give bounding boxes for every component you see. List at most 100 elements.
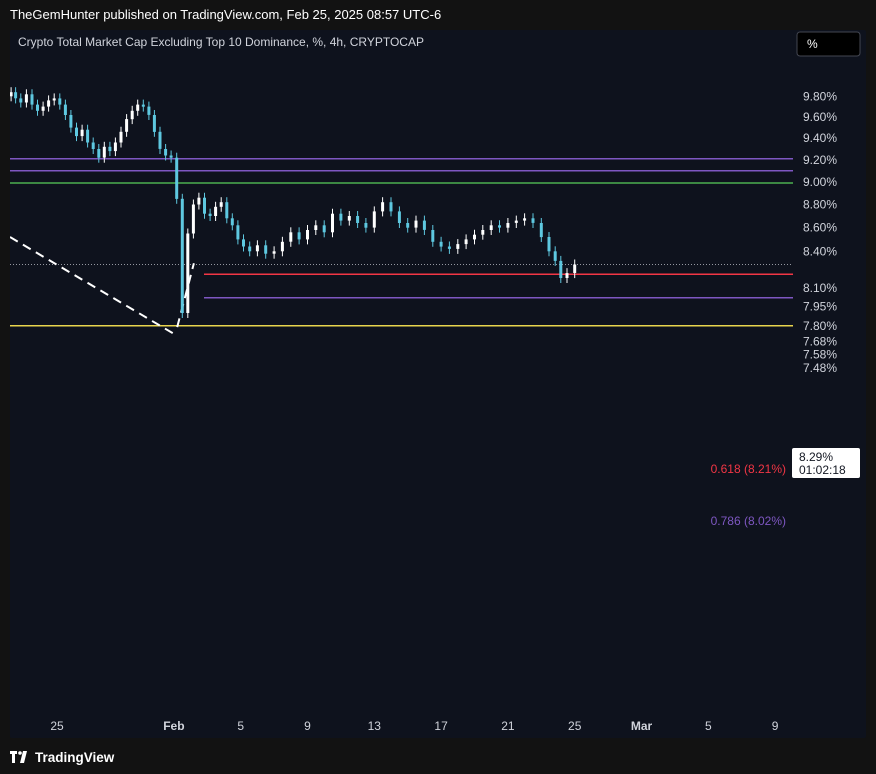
candle-body[interactable] — [573, 264, 577, 274]
candle-body[interactable] — [565, 273, 569, 278]
dashed-trend-line[interactable] — [176, 263, 195, 328]
candle-body[interactable] — [272, 251, 276, 254]
candle-body[interactable] — [24, 94, 28, 103]
candle-body[interactable] — [464, 239, 468, 245]
price-tick-label: 7.58% — [803, 348, 837, 362]
candle-body[interactable] — [36, 104, 39, 111]
candle-body[interactable] — [381, 202, 385, 212]
candle-body[interactable] — [531, 218, 535, 223]
candle-body[interactable] — [523, 218, 527, 221]
candle-body[interactable] — [19, 98, 23, 103]
price-tick-label: 7.68% — [803, 334, 837, 348]
price-tick-label: 9.80% — [803, 89, 837, 103]
candle-body[interactable] — [553, 251, 557, 261]
candle-body[interactable] — [219, 202, 223, 207]
candle-body[interactable] — [86, 129, 90, 143]
candle-body[interactable] — [314, 225, 318, 230]
candle-body[interactable] — [397, 211, 401, 223]
candle-body[interactable] — [203, 197, 206, 214]
candle-body[interactable] — [322, 225, 326, 233]
bar-countdown: 01:02:18 — [799, 463, 846, 477]
candle-body[interactable] — [431, 230, 435, 242]
candle-body[interactable] — [108, 146, 112, 152]
candle-body[interactable] — [180, 198, 184, 313]
candle-body[interactable] — [91, 142, 95, 150]
candle-body[interactable] — [225, 202, 229, 219]
brand-name: TradingView — [35, 749, 115, 765]
candle-body[interactable] — [406, 223, 410, 228]
candle-body[interactable] — [364, 223, 368, 228]
candle-body[interactable] — [248, 246, 252, 252]
candle-body[interactable] — [447, 246, 451, 249]
candle-body[interactable] — [136, 104, 140, 111]
candle-body[interactable] — [236, 225, 240, 240]
time-tick-label: 9 — [772, 719, 779, 733]
candle-body[interactable] — [372, 211, 376, 228]
candle-body[interactable] — [152, 115, 156, 132]
brand-footer: TradingView — [10, 746, 114, 768]
candle-body[interactable] — [422, 220, 426, 230]
candle-body[interactable] — [306, 230, 309, 240]
candle-body[interactable] — [41, 106, 45, 111]
candle-body[interactable] — [10, 92, 13, 97]
candle-body[interactable] — [414, 220, 418, 228]
candle-body[interactable] — [539, 223, 543, 238]
candle-body[interactable] — [331, 213, 334, 233]
candle-body[interactable] — [14, 92, 18, 99]
candle-body[interactable] — [191, 204, 195, 234]
candle-body[interactable] — [63, 104, 67, 115]
candle-body[interactable] — [58, 98, 62, 105]
candle-body[interactable] — [547, 237, 551, 252]
candle-body[interactable] — [125, 119, 129, 132]
candle-body[interactable] — [113, 142, 117, 152]
candle-body[interactable] — [208, 213, 212, 216]
candle-body[interactable] — [75, 127, 78, 137]
candle-body[interactable] — [498, 225, 501, 228]
candle-body[interactable] — [102, 146, 106, 158]
candle-body[interactable] — [169, 155, 173, 158]
candle-body[interactable] — [456, 244, 460, 249]
candle-body[interactable] — [97, 149, 101, 158]
candle-body[interactable] — [30, 94, 34, 105]
candle-body[interactable] — [197, 197, 201, 205]
candle-body[interactable] — [347, 216, 351, 221]
candle-body[interactable] — [356, 216, 360, 223]
candle-body[interactable] — [230, 218, 234, 226]
candle-body[interactable] — [214, 206, 218, 216]
candle-body[interactable] — [264, 245, 268, 254]
candle-body[interactable] — [289, 232, 293, 242]
candle-body[interactable] — [158, 131, 162, 149]
candle-body[interactable] — [339, 213, 343, 221]
candle-body[interactable] — [69, 115, 73, 128]
candle-body[interactable] — [297, 232, 301, 240]
price-tick-label: 9.20% — [803, 153, 837, 167]
candle-body[interactable] — [47, 100, 51, 107]
candle-body[interactable] — [559, 260, 563, 278]
candle-body[interactable] — [80, 129, 84, 137]
candle-body[interactable] — [473, 234, 476, 240]
candle-body[interactable] — [255, 245, 259, 252]
candle-body[interactable] — [186, 233, 190, 314]
candle-body[interactable] — [481, 230, 485, 235]
price-tick-label: 7.95% — [803, 300, 837, 314]
candle-body[interactable] — [175, 157, 179, 199]
candle-body[interactable] — [141, 104, 145, 107]
candle-body[interactable] — [119, 131, 123, 143]
chart-panel[interactable]: 9.80% 9.60% 9.40% 9.20% 9.00% 8.80% 8.60% 8.40%… — [10, 30, 866, 738]
candle-body[interactable] — [242, 239, 245, 247]
candle-body[interactable] — [439, 241, 443, 247]
candle-body[interactable] — [164, 149, 168, 156]
candle-body[interactable] — [52, 98, 56, 101]
candle-body[interactable] — [130, 110, 134, 120]
time-tick-label: 25 — [50, 719, 64, 733]
percent-scale-button[interactable]: % — [796, 31, 861, 57]
dashed-trend-line[interactable] — [10, 236, 178, 337]
candle-body[interactable] — [389, 202, 393, 212]
candle-body[interactable] — [280, 241, 284, 252]
candle-body[interactable] — [147, 106, 151, 115]
candle-body[interactable] — [489, 225, 493, 230]
candle-body[interactable] — [506, 223, 510, 228]
symbol-title: Crypto Total Market Cap Excluding Top 10… — [18, 35, 424, 49]
price-chart[interactable]: 9.80% 9.60% 9.40% 9.20% 9.00% 8.80% 8.60% 8.40%… — [10, 30, 866, 738]
candle-body[interactable] — [514, 220, 518, 223]
